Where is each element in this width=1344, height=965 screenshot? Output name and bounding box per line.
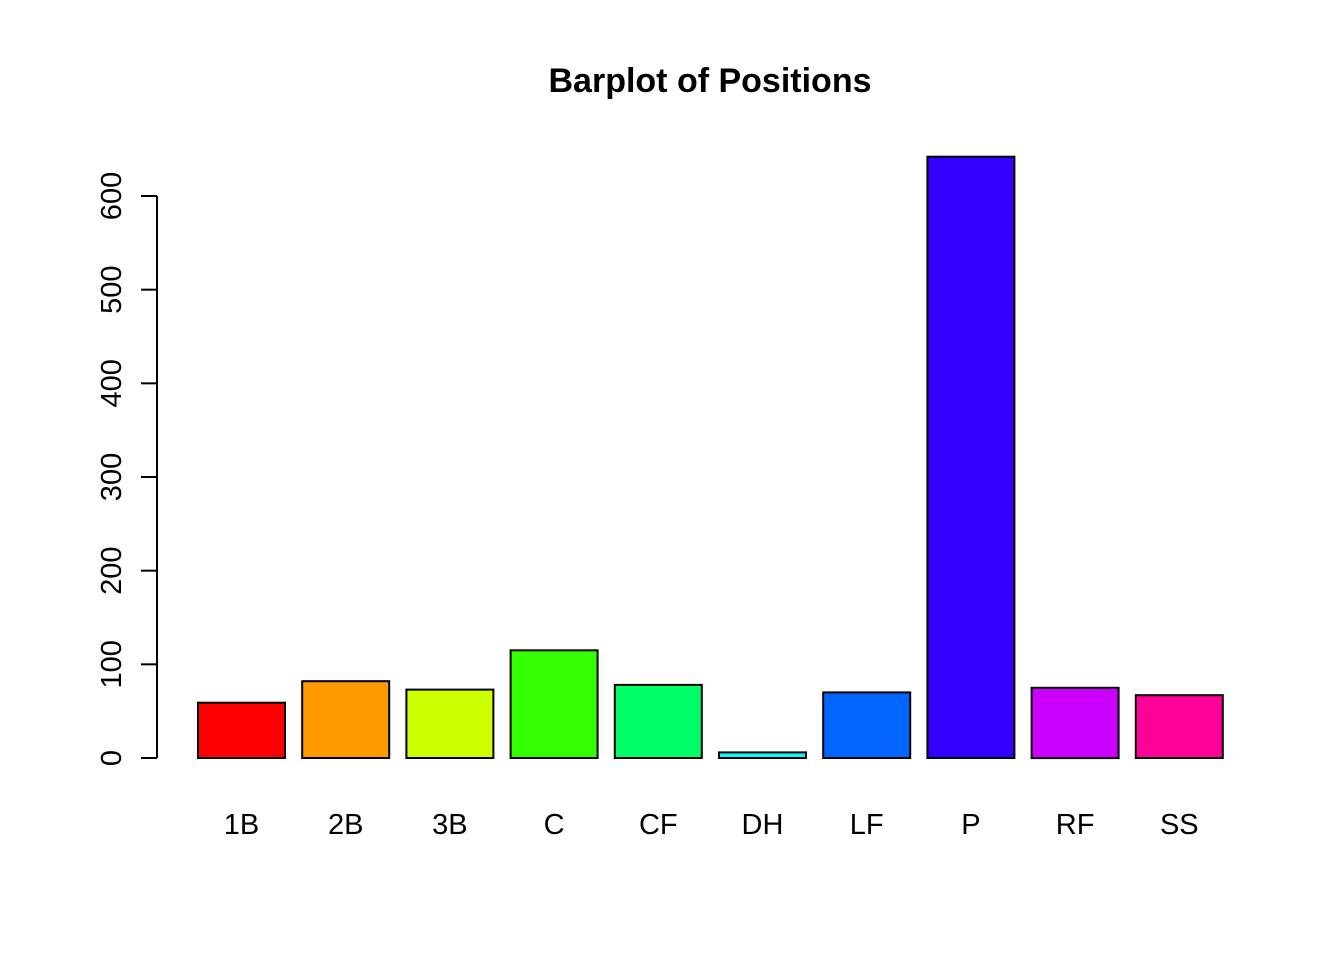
y-axis: 0 100 200 300 400 500 600 xyxy=(96,172,158,766)
x-category-label: 2B xyxy=(328,809,363,841)
x-category-label: CF xyxy=(639,809,678,841)
x-category-label: SS xyxy=(1160,809,1199,841)
y-tick-label: 600 xyxy=(96,172,128,220)
bar-rf xyxy=(1030,686,1120,760)
bars-group xyxy=(197,155,1224,760)
x-category-label: C xyxy=(544,809,565,841)
bar-cf xyxy=(613,683,703,760)
bar-2b xyxy=(301,680,391,760)
x-category-label: RF xyxy=(1056,809,1095,841)
y-tick-label: 500 xyxy=(96,265,128,313)
bar-lf xyxy=(822,691,912,760)
y-tick-label: 200 xyxy=(96,546,128,594)
x-category-label: DH xyxy=(742,809,784,841)
y-tick-label: 400 xyxy=(96,359,128,407)
x-axis-labels: 1B 2B 3B C CF DH LF P RF SS xyxy=(224,809,1199,841)
y-tick-label: 0 xyxy=(96,750,128,766)
chart-title: Barplot of Positions xyxy=(549,62,872,100)
bar-dh xyxy=(718,751,807,760)
bar-3b xyxy=(405,688,495,759)
bar-ss xyxy=(1134,694,1224,760)
bar-p xyxy=(926,155,1016,759)
x-category-label: 1B xyxy=(224,809,259,841)
y-tick-label: 300 xyxy=(96,453,128,501)
bar-1b xyxy=(197,701,286,760)
bar-c xyxy=(509,649,599,759)
y-tick-label: 100 xyxy=(96,640,128,688)
x-category-label: 3B xyxy=(432,809,467,841)
x-category-label: P xyxy=(961,809,980,841)
x-category-label: LF xyxy=(850,809,884,841)
